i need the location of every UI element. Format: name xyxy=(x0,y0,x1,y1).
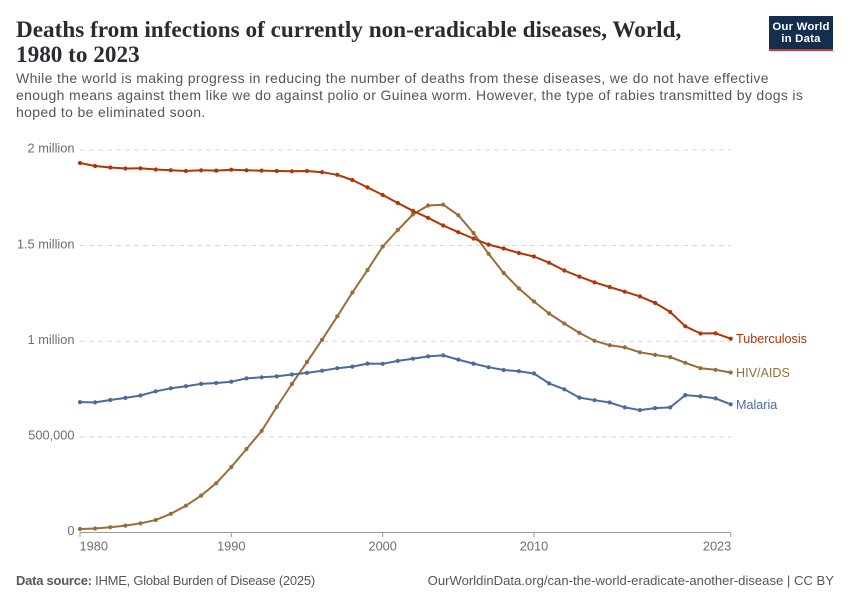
svg-text:2010: 2010 xyxy=(520,539,548,554)
svg-text:Malaria: Malaria xyxy=(736,398,777,412)
svg-text:1980: 1980 xyxy=(80,539,108,554)
svg-text:500,000: 500,000 xyxy=(28,428,74,443)
svg-text:2023: 2023 xyxy=(703,539,731,554)
svg-text:1990: 1990 xyxy=(217,539,245,554)
svg-text:Tuberculosis: Tuberculosis xyxy=(736,332,807,346)
svg-text:2000: 2000 xyxy=(368,539,396,554)
svg-text:0: 0 xyxy=(67,523,74,538)
svg-text:HIV/AIDS: HIV/AIDS xyxy=(736,366,790,380)
svg-text:1.5 million: 1.5 million xyxy=(17,236,75,251)
svg-text:1 million: 1 million xyxy=(28,332,75,347)
svg-text:2 million: 2 million xyxy=(28,141,75,156)
